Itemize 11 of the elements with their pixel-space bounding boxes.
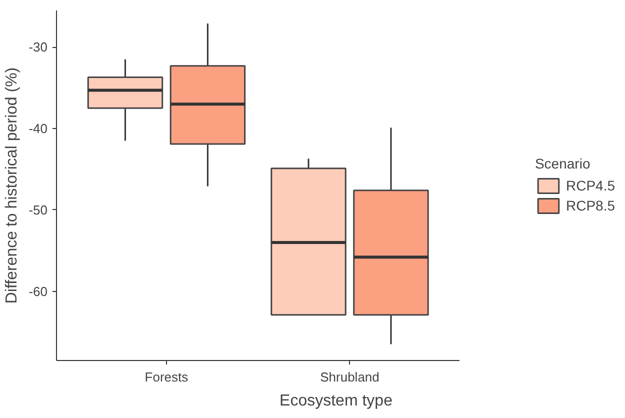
x-tick-label: Forests (144, 370, 189, 384)
legend-label: RCP4.5 (566, 178, 615, 194)
x-tick-label: Shrubland (320, 370, 380, 384)
y-tick-label: -40 (28, 121, 48, 136)
y-tick-label: -30 (28, 40, 48, 55)
legend-label: RCP8.5 (566, 198, 615, 214)
x-axis-title: Ecosystem type (280, 392, 393, 410)
y-tick-label: -60 (28, 284, 48, 299)
y-axis-title: Difference to historical period (%) (4, 67, 21, 304)
legend-title: Scenario (534, 156, 592, 172)
y-tick-label: -50 (28, 202, 48, 218)
